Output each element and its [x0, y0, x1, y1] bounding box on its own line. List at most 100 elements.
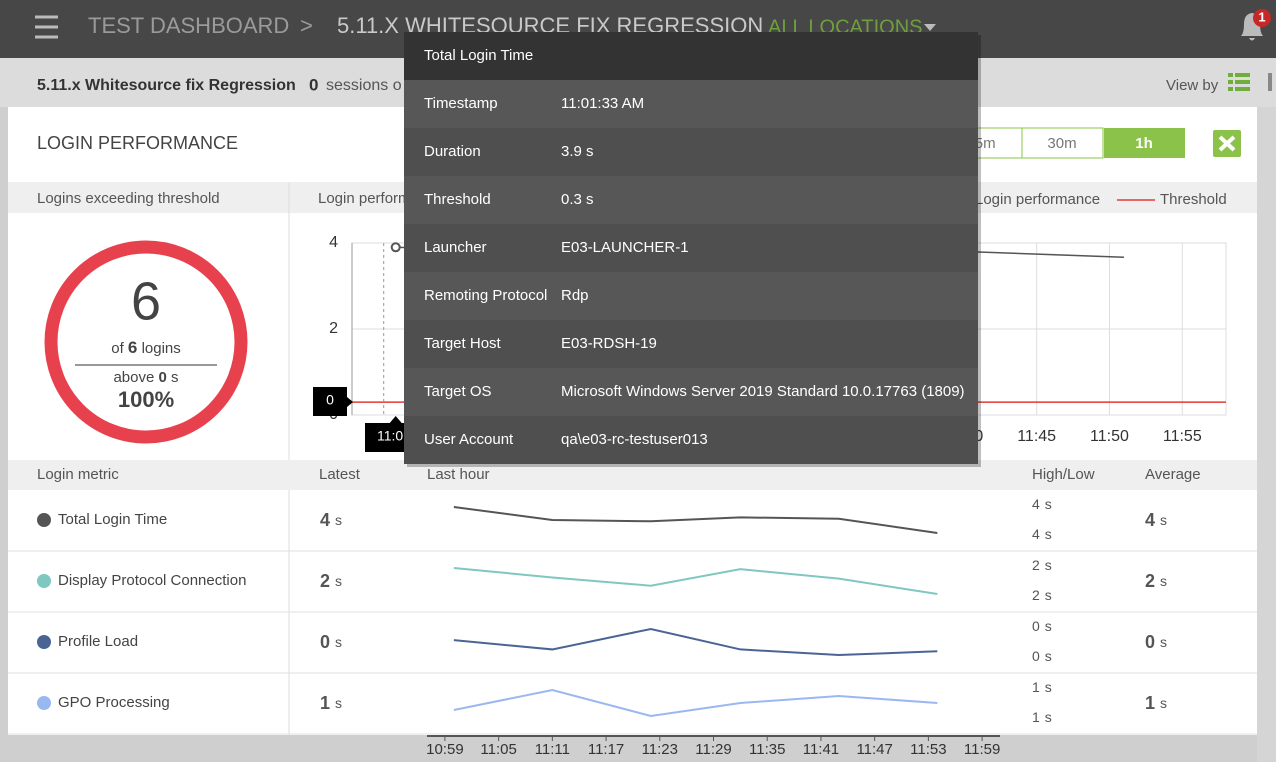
tooltip-label: Timestamp: [424, 95, 498, 112]
x-tick-label: 11:35: [749, 741, 785, 758]
text: of: [111, 340, 124, 357]
tooltip-value: Microsoft Windows Server 2019 Standard 1…: [561, 383, 965, 400]
view-by-label: View by: [1166, 77, 1219, 94]
metric-dot: [37, 635, 51, 649]
unit: s: [1045, 496, 1052, 512]
threshold-value: 0: [159, 369, 167, 386]
breadcrumb-separator: >: [300, 13, 313, 38]
breadcrumb-dashboard[interactable]: TEST DASHBOARD: [88, 13, 289, 38]
tooltip-label: Threshold: [424, 191, 491, 208]
tooltip-header: [404, 32, 978, 80]
x-tick-label: 11:05: [480, 741, 516, 758]
range-label[interactable]: 30m: [1047, 135, 1076, 152]
menu-button[interactable]: [35, 15, 58, 39]
tooltip-value: Rdp: [561, 287, 589, 304]
value: 1: [1032, 679, 1040, 695]
close-button[interactable]: [1213, 130, 1241, 157]
value: 0: [1032, 648, 1040, 664]
unit: s: [1045, 709, 1052, 725]
column-header: High/Low: [1032, 466, 1095, 483]
unit: s: [171, 369, 179, 386]
hover-marker: [390, 242, 401, 253]
tooltip-label: User Account: [424, 431, 514, 448]
range-button[interactable]: [1021, 127, 1104, 159]
total-logins: of 6 logins: [111, 338, 181, 357]
tooltip-row: [404, 80, 978, 128]
column-header: Last hour: [427, 466, 490, 483]
unit: s: [1160, 512, 1167, 528]
value: 2: [320, 571, 330, 591]
text: logins: [142, 340, 181, 357]
x-tick-label: 11:11: [535, 741, 570, 758]
tooltip: Total Login Time Timestamp 11:01:33 AM Dur…: [404, 32, 981, 467]
range-label[interactable]: 1h: [1135, 135, 1153, 152]
tooltip-value: 3.9 s: [561, 143, 594, 160]
tooltip-row: [404, 224, 978, 272]
legend-label: Login performance: [975, 191, 1100, 208]
tooltip-row: [404, 176, 978, 224]
unit: s: [1160, 695, 1167, 711]
sessions-label: sessions o: [326, 77, 402, 94]
tooltip-value: 0.3 s: [561, 191, 594, 208]
x-tick-label: 11:50: [1090, 428, 1129, 445]
value: 1: [1145, 693, 1155, 713]
view-by-list[interactable]: [1228, 73, 1250, 91]
tooltip-row: [404, 272, 978, 320]
right-strip: [1257, 107, 1276, 762]
unit: s: [1160, 573, 1167, 589]
column-header: Latest: [319, 466, 361, 483]
value: 0: [320, 632, 330, 652]
legend-label: Threshold: [1160, 191, 1227, 208]
text: above: [113, 369, 154, 386]
x-tick-label: 11:23: [642, 741, 678, 758]
unit: s: [335, 695, 342, 711]
donut-ring: [44, 240, 248, 444]
tooltip-value: E03-LAUNCHER-1: [561, 239, 689, 256]
value: 2: [1032, 557, 1040, 573]
range-button-active[interactable]: [1104, 128, 1185, 158]
x-tick-label: 11:53: [910, 741, 946, 758]
value: 4: [1032, 496, 1040, 512]
metric-name: GPO Processing: [58, 694, 170, 711]
tooltip-label: Remoting Protocol: [424, 287, 547, 304]
test-name: 5.11.x Whitesource fix Regression: [37, 77, 296, 94]
metric-name: Profile Load: [58, 633, 138, 650]
dropdown-arrow: [924, 24, 936, 31]
column-header: Login metric: [37, 466, 119, 483]
sparkline: [453, 567, 938, 595]
tooltip-label: Launcher: [424, 239, 487, 256]
metric-dot: [37, 513, 51, 527]
notification-count: 1: [1258, 9, 1265, 24]
value: 4: [1032, 526, 1040, 542]
tooltip-title: Total Login Time: [424, 47, 533, 64]
tooltip-value: 11:01:33 AM: [561, 95, 644, 112]
unit: s: [1045, 679, 1052, 695]
x-tick-label: 11:45: [1017, 428, 1056, 445]
unit: s: [1045, 557, 1052, 573]
tooltip-row: [404, 416, 978, 464]
view-by-other[interactable]: [1268, 73, 1272, 91]
unit: s: [335, 573, 342, 589]
unit: s: [1045, 618, 1052, 634]
x-tick-label: 11:41: [803, 741, 839, 758]
unit: s: [335, 512, 342, 528]
notifications[interactable]: 1: [1241, 9, 1271, 41]
y-tick-label: 2: [329, 320, 338, 337]
tooltip-value: qa\e03-rc-testuser013: [561, 431, 708, 448]
x-tick-label: 11:29: [695, 741, 731, 758]
x-tick-label: 11:47: [856, 741, 892, 758]
x-tick-label: 11:59: [964, 741, 1000, 758]
unit: s: [1045, 526, 1052, 542]
hover-y-label: 0: [326, 392, 334, 408]
